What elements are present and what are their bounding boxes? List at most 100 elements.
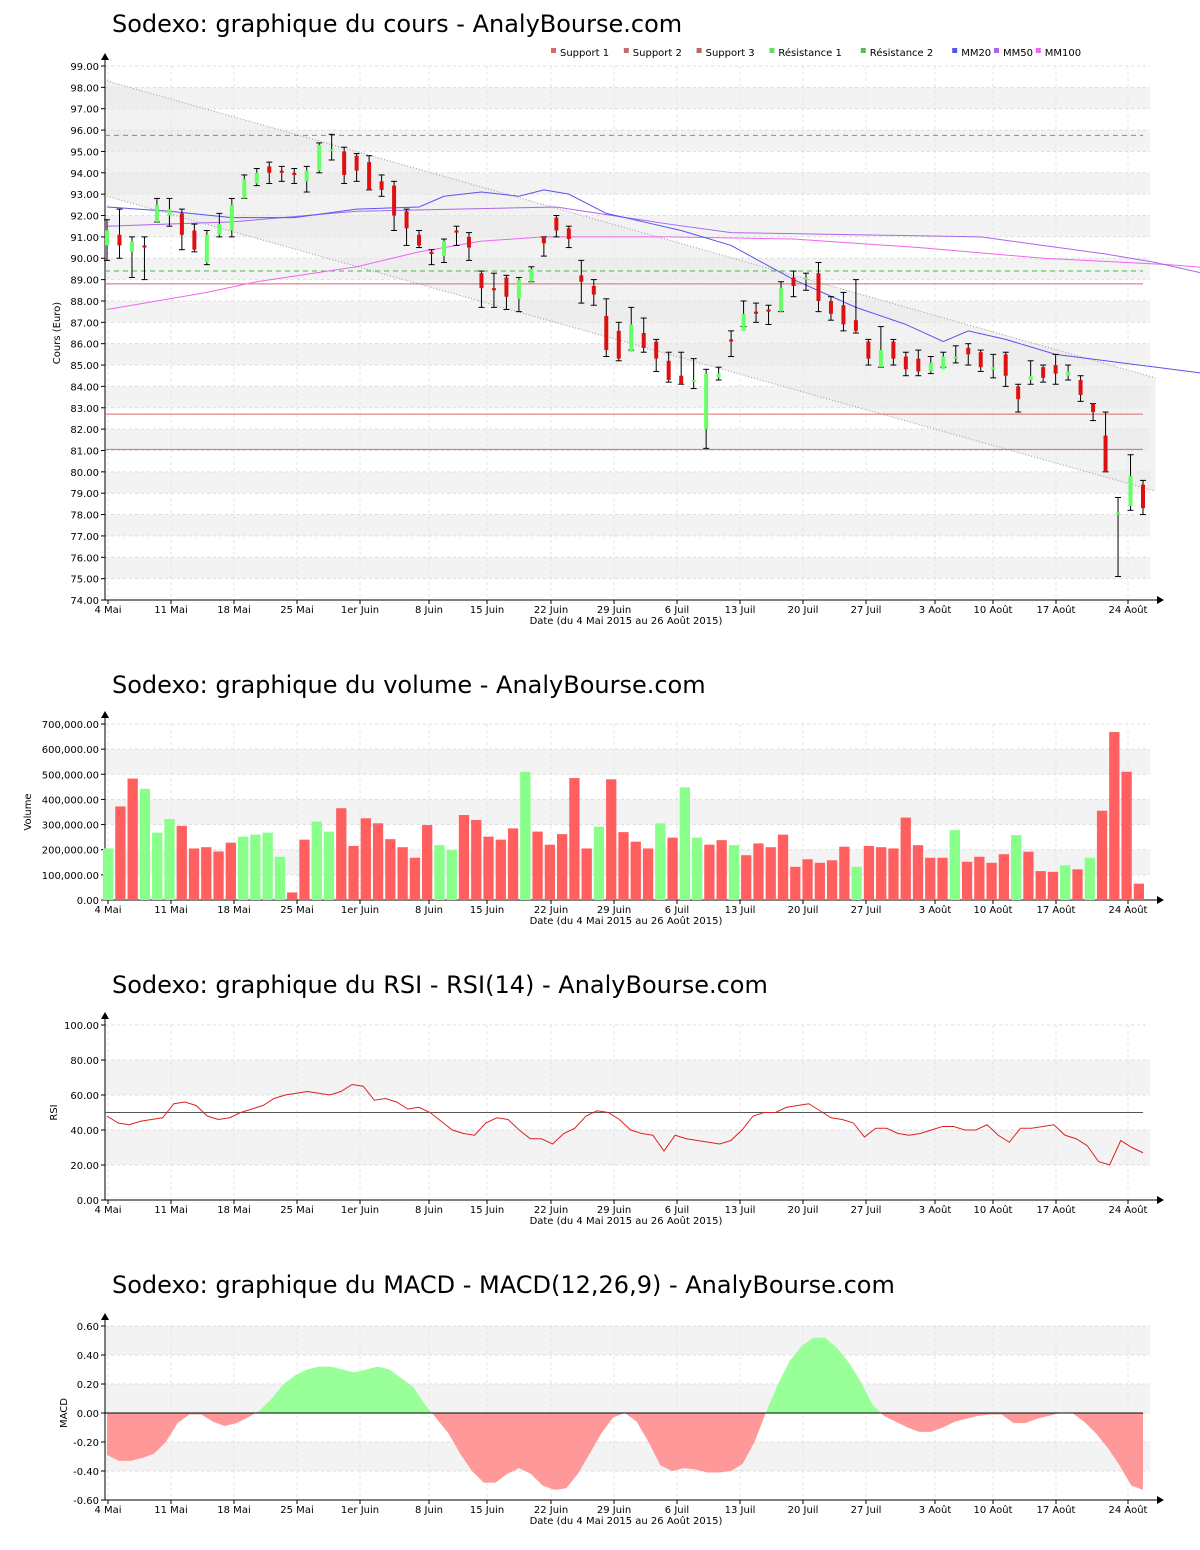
candle-down [491, 288, 496, 291]
x-tick-label: 17 Août [1037, 1504, 1076, 1516]
x-tick-label: 27 Juil [851, 905, 882, 916]
y-tick-label: 600,000.00 [42, 745, 99, 756]
candle-down [903, 356, 908, 370]
candle-down [766, 309, 771, 312]
volume-bar-up [655, 823, 666, 900]
y-tick-label: 87.00 [70, 318, 99, 329]
legend-swatch [769, 48, 775, 53]
volume-bar-down [900, 817, 911, 900]
volume-bar-down [974, 856, 985, 900]
volume-bar-down [1096, 810, 1108, 900]
volume-bar-down [790, 866, 801, 900]
candle-up [779, 288, 784, 312]
candle-down [641, 333, 646, 348]
y-tick-label: 88.00 [70, 297, 99, 308]
y-tick-label: 20.00 [70, 1161, 99, 1172]
x-tick-label: 24 Août [1109, 1504, 1148, 1516]
candle-down [404, 211, 409, 229]
candle-down [504, 277, 509, 297]
grid-band [105, 429, 1150, 451]
volume-bar-down [606, 779, 617, 900]
x-axis-title: Date (du 4 Mai 2015 au 26 Août 2015) [530, 1515, 723, 1527]
volume-bar-down [385, 839, 396, 900]
y-axis-title: MACD [59, 1398, 70, 1428]
legend-label: Support 3 [706, 48, 755, 59]
candle-down [1141, 484, 1145, 509]
volume-bar-up [679, 787, 690, 900]
legend-label: MM100 [1045, 48, 1081, 59]
rsi-chart: 0.00 20.00 40.00 60.00 80.00 100.00 4 Mai 11 Ma… [49, 1012, 1164, 1227]
mm50-line [106, 206, 1200, 274]
volume-bar-up [949, 830, 960, 900]
candle-up [1116, 512, 1121, 515]
grid-band [105, 1130, 1150, 1165]
x-tick-label: 1er Juin [341, 605, 379, 616]
y-axis-arrow [101, 1012, 109, 1019]
x-tick-label: 18 Mai [217, 905, 250, 916]
volume-bar-down [409, 857, 421, 900]
y-tick-label: 98.00 [70, 83, 99, 94]
x-axis-arrow [1157, 896, 1164, 904]
candle-up [167, 209, 172, 216]
candle-up [803, 277, 808, 280]
x-tick-label: 29 Juin [597, 1205, 631, 1216]
volume-bar-down [630, 841, 641, 900]
x-axis-title: Date (du 4 Mai 2015 au 26 Août 2015) [530, 1215, 723, 1227]
volume-bar-up [1084, 857, 1095, 900]
candle-down [142, 245, 147, 248]
volume-bar-up [152, 832, 163, 900]
candle-down [1078, 379, 1083, 395]
candle-down [679, 375, 684, 385]
x-tick-label: 22 Juin [534, 905, 568, 916]
volume-bar-down [557, 834, 568, 900]
legend-swatch [860, 48, 866, 53]
candle-up [304, 170, 309, 182]
volume-bar-down [569, 778, 580, 900]
candle-down [392, 185, 397, 216]
volume-bar-down [777, 834, 789, 900]
volume-bar-up [103, 848, 114, 900]
volume-bar-down [299, 839, 310, 900]
x-axis-arrow [1157, 596, 1164, 604]
candle-down [729, 339, 734, 342]
volume-bar-down [1121, 771, 1132, 900]
y-tick-label: 92.00 [70, 212, 99, 223]
x-tick-label: 4 Mai [94, 605, 121, 616]
volume-bar-down [998, 854, 1010, 900]
price-panel: Sodexo: graphique du cours - AnalyBourse… [0, 0, 1200, 640]
grid-band [105, 514, 1150, 536]
mm20-line [106, 189, 1200, 374]
volume-bar-down [348, 845, 359, 900]
y-tick-label: 93.00 [70, 190, 99, 201]
x-tick-label: 24 Août [1109, 604, 1148, 616]
y-tick-label: 100.00 [64, 1021, 99, 1032]
volume-bar-down [888, 848, 899, 900]
x-tick-label: 22 Juin [534, 1205, 568, 1216]
x-tick-label: 6 Juil [665, 1205, 689, 1216]
volume-bar-down [937, 857, 948, 900]
candle-up [1028, 375, 1033, 380]
candle-down [566, 228, 571, 240]
x-tick-label: 10 Août [974, 604, 1013, 616]
candle-down [604, 315, 609, 351]
legend-swatch [952, 48, 958, 53]
candle-down [267, 166, 272, 173]
x-tick-label: 25 Mai [280, 1505, 313, 1516]
candle-up [529, 268, 534, 282]
volume-bar-up [250, 834, 261, 900]
candle-down [342, 151, 347, 175]
y-tick-label: -0.20 [73, 1438, 99, 1449]
y-tick-label: 700,000.00 [42, 720, 99, 731]
y-axis-title: Cours (Euro) [52, 302, 63, 365]
volume-bar-down [618, 832, 629, 900]
candle-down [417, 234, 422, 246]
legend-swatch [994, 48, 999, 53]
y-tick-label: 0.00 [77, 1196, 99, 1207]
volume-bar-up [274, 856, 286, 900]
y-tick-label: 0.00 [77, 1409, 99, 1420]
volume-bar-up [434, 845, 445, 900]
x-tick-label: 17 Août [1037, 604, 1076, 616]
y-tick-label: 79.00 [70, 489, 99, 500]
candle-down [192, 230, 197, 250]
y-tick-label: 99.00 [70, 62, 99, 73]
